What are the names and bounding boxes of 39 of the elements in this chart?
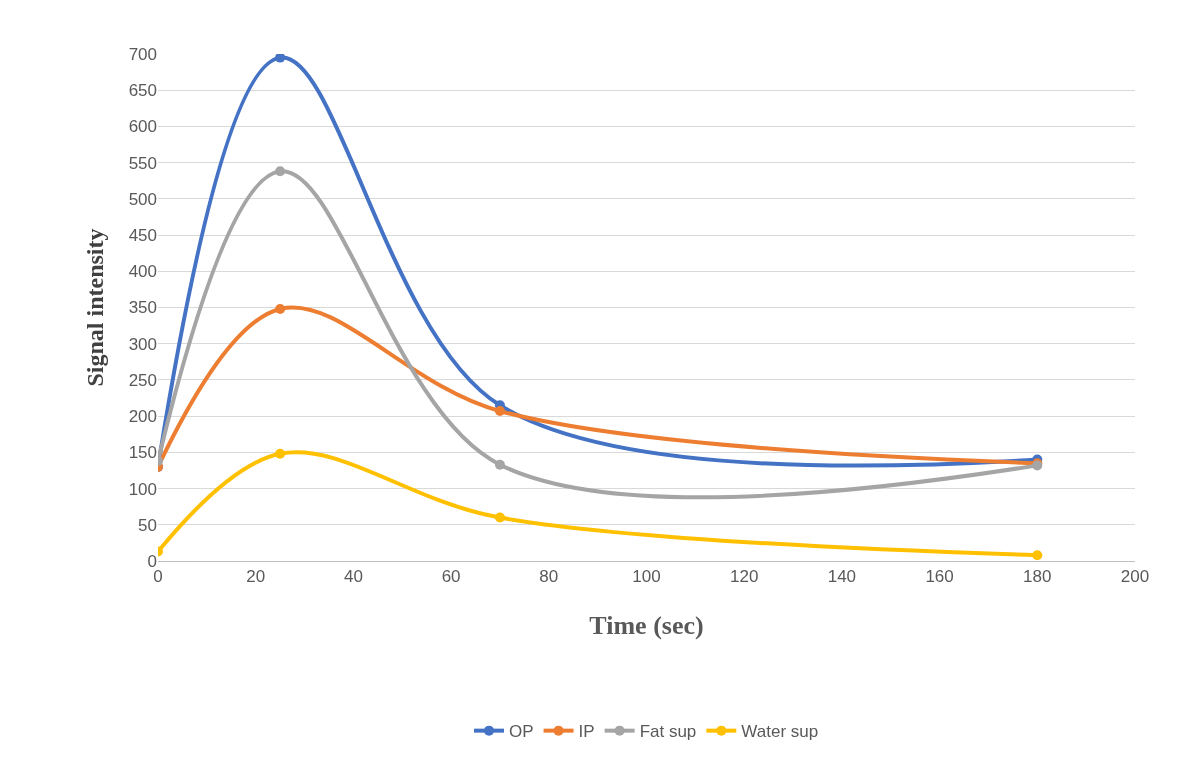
y-tick-label: 550 — [128, 153, 157, 173]
x-axis-title: Time (sec) — [589, 611, 704, 641]
y-tick-label: 500 — [128, 189, 157, 209]
x-tick-label: 140 — [827, 567, 857, 587]
y-tick-label: 600 — [128, 117, 157, 137]
y-tick-label: 150 — [128, 443, 157, 463]
x-tick-label: 100 — [632, 567, 661, 587]
x-tick-label: 200 — [1120, 567, 1150, 587]
point — [275, 303, 286, 314]
legend-label: Fat sup — [639, 722, 697, 742]
y-tick-label: 700 — [128, 44, 157, 64]
legend-label: OP — [509, 722, 534, 742]
y-tick-label: 250 — [128, 370, 157, 390]
y-tick-label: 450 — [128, 226, 157, 246]
x-tick-label: 40 — [343, 567, 363, 587]
point — [275, 54, 286, 63]
point — [494, 512, 505, 523]
point — [275, 448, 286, 459]
point — [275, 166, 286, 177]
y-tick-label: 400 — [128, 262, 157, 282]
x-tick-label: 80 — [539, 567, 559, 587]
x-tick-label: 120 — [730, 567, 759, 587]
point — [494, 406, 505, 417]
y-tick-label: 100 — [128, 479, 157, 499]
point — [1032, 550, 1043, 561]
point — [494, 459, 505, 470]
x-tick-label: 180 — [1023, 567, 1052, 587]
y-tick-label: 350 — [128, 298, 157, 318]
y-tick-label: 50 — [138, 515, 157, 535]
y-axis-title: Signal intensity — [81, 228, 108, 387]
y-tick-label: 200 — [128, 407, 157, 427]
y-tick-label: 300 — [128, 334, 157, 354]
y-tick-label: 0 — [147, 551, 157, 571]
x-tick-label: 160 — [925, 567, 954, 587]
legend-label: IP — [578, 722, 595, 742]
legend-label: Water sup — [741, 722, 819, 742]
x-tick-label: 60 — [441, 567, 461, 587]
x-tick-label: 20 — [246, 567, 266, 587]
y-tick-label: 650 — [128, 81, 157, 101]
